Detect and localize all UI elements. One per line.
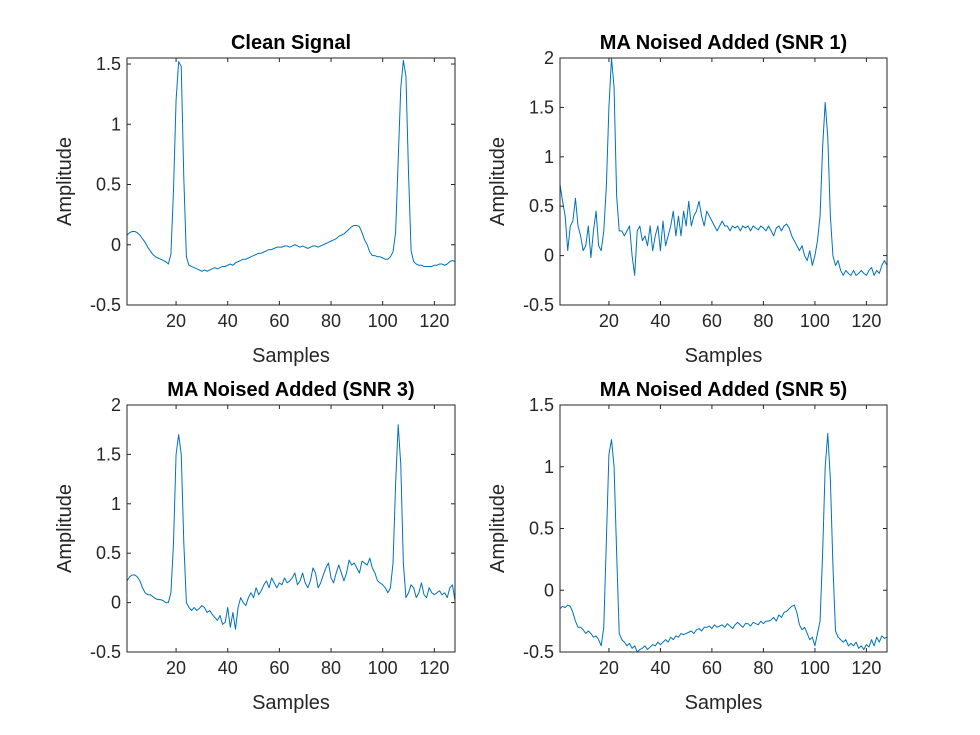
x-tick-label: 100: [368, 311, 398, 331]
y-tick-label: 1: [111, 494, 121, 514]
y-axis-label: Amplitude: [54, 137, 76, 226]
x-tick-label: 120: [419, 311, 449, 331]
subplot-2: 20 40 60 80 100 120 -0.5 0 0.5 1 1.5 2 MA Noised Add…: [487, 32, 888, 367]
plot-title: MA Noised Added (SNR 1): [600, 32, 847, 54]
x-tick-label: 80: [753, 311, 773, 331]
y-axis-label: Amplitude: [487, 484, 509, 573]
y-tick-label: 1.5: [529, 97, 554, 117]
y-tick-label: 0.5: [529, 196, 554, 216]
plot-title: MA Noised Added (SNR 3): [167, 379, 414, 401]
series-line: [559, 432, 888, 653]
x-tick-label: 40: [218, 658, 238, 678]
series-line: [126, 59, 456, 272]
x-tick-label: 60: [269, 658, 289, 678]
x-tick-label: 80: [753, 658, 773, 678]
y-tick-label: 1.5: [96, 444, 121, 464]
y-tick-label: 0: [544, 580, 554, 600]
y-axis-label: Amplitude: [54, 484, 76, 573]
x-tick-label: 100: [800, 311, 830, 331]
x-tick-label: 120: [851, 311, 881, 331]
x-tick-label: 120: [851, 658, 881, 678]
y-tick-label: -0.5: [90, 642, 121, 662]
plot-title: Clean Signal: [231, 32, 351, 54]
axes-box: [126, 57, 456, 306]
y-tick-label: 0.5: [96, 175, 121, 195]
y-tick-label: -0.5: [90, 295, 121, 315]
y-tick-label: 0.5: [529, 519, 554, 539]
x-tick-label: 20: [599, 658, 619, 678]
y-tick-label: 1: [111, 114, 121, 134]
x-tick-label: 20: [599, 311, 619, 331]
y-tick-label: -0.5: [523, 295, 554, 315]
x-tick-label: 60: [269, 311, 289, 331]
x-axis-label: Samples: [252, 692, 330, 714]
x-tick-label: 80: [321, 658, 341, 678]
y-tick-label: 2: [544, 48, 554, 68]
x-axis-label: Samples: [252, 345, 330, 367]
subplot-1: 20 40 60 80 100 120 -0.5 0 0.5 1 1.5 Clean Signal Sa…: [54, 32, 456, 367]
axes-box: [126, 404, 456, 653]
x-tick-label: 60: [702, 311, 722, 331]
y-tick-label: 1.5: [96, 54, 121, 74]
y-tick-label: -0.5: [523, 642, 554, 662]
x-tick-label: 20: [166, 658, 186, 678]
plot-title: MA Noised Added (SNR 5): [600, 379, 847, 401]
x-tick-label: 20: [166, 311, 186, 331]
y-tick-label: 1: [544, 457, 554, 477]
y-tick-label: 1.5: [529, 395, 554, 415]
y-axis-label: Amplitude: [487, 137, 509, 226]
subplot-4: 20 40 60 80 100 120 -0.5 0 0.5 1 1.5 MA Noised Adde…: [487, 379, 888, 714]
y-tick-label: 1: [544, 147, 554, 167]
y-tick-label: 0.5: [96, 543, 121, 563]
series-line: [559, 57, 888, 276]
subplot-3: 20 40 60 80 100 120 -0.5 0 0.5 1 1.5 2 MA Noised Add…: [54, 379, 456, 714]
y-tick-label: 0: [544, 246, 554, 266]
x-axis-label: Samples: [685, 345, 763, 367]
x-tick-label: 100: [368, 658, 398, 678]
x-tick-label: 40: [650, 311, 670, 331]
y-tick-label: 0: [111, 235, 121, 255]
series-line: [126, 424, 456, 630]
x-tick-label: 80: [321, 311, 341, 331]
y-tick-label: 0: [111, 593, 121, 613]
x-tick-label: 120: [419, 658, 449, 678]
x-axis-label: Samples: [685, 692, 763, 714]
x-tick-label: 40: [650, 658, 670, 678]
x-tick-label: 100: [800, 658, 830, 678]
axes-box: [559, 57, 888, 306]
x-tick-label: 40: [218, 311, 238, 331]
y-tick-label: 2: [111, 395, 121, 415]
x-tick-label: 60: [702, 658, 722, 678]
